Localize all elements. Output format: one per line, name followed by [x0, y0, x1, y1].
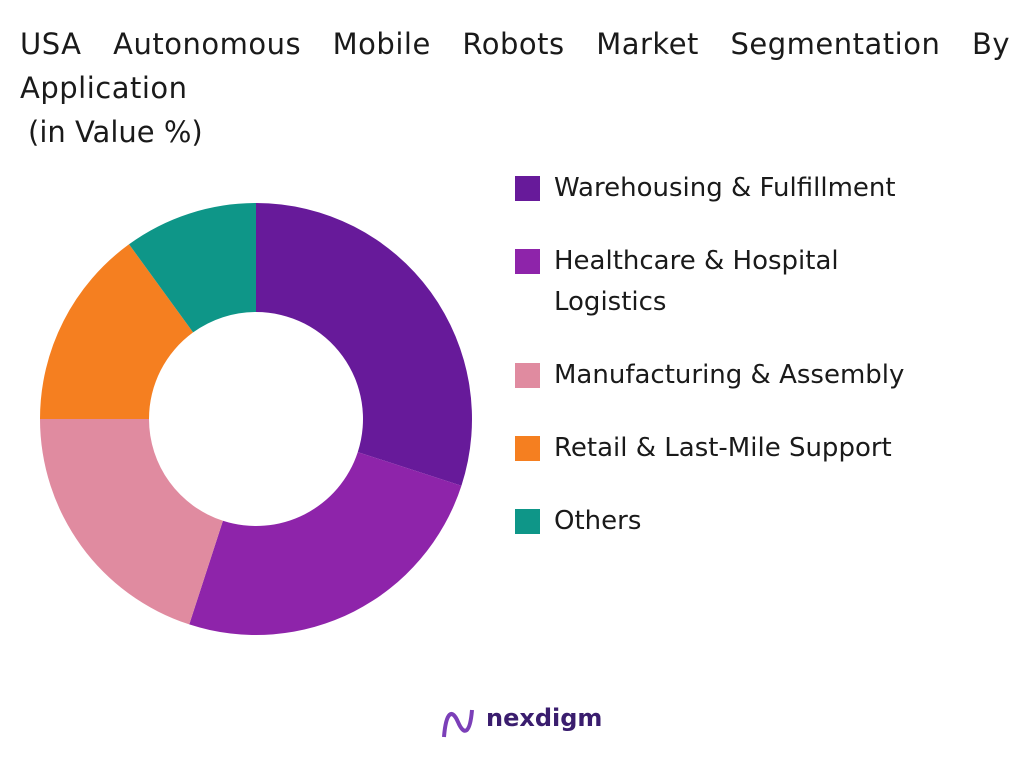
legend-swatch [515, 363, 540, 388]
legend-label: Healthcare & Hospital Logistics [554, 246, 839, 317]
brand-logo [442, 709, 474, 738]
legend-label: Retail & Last-Mile Support [554, 433, 892, 463]
legend-item: Manufacturing & Assembly [515, 355, 995, 396]
legend-label: Warehousing & Fulfillment [554, 173, 896, 203]
legend-item: Others [515, 501, 995, 542]
legend-label: Manufacturing & Assembly [554, 360, 905, 390]
legend: Warehousing & Fulfillment Healthcare & Ho… [515, 168, 995, 574]
donut-slice [189, 452, 462, 636]
legend-swatch [515, 509, 540, 534]
donut-slice [129, 203, 256, 333]
legend-item: Warehousing & Fulfillment [515, 168, 995, 209]
brand-name: nexdigm [486, 704, 603, 732]
legend-label: Others [554, 506, 642, 536]
legend-swatch [515, 249, 540, 274]
donut-slice [256, 203, 473, 486]
chart-title: USA Autonomous Mobile Robots Market Segm… [20, 27, 1010, 105]
donut-slice [40, 244, 194, 419]
legend-swatch [515, 436, 540, 461]
legend-swatch [515, 176, 540, 201]
legend-item: Retail & Last-Mile Support [515, 428, 995, 469]
donut-slice [40, 419, 223, 625]
legend-item: Healthcare & Hospital Logistics [515, 241, 995, 323]
chart-subtitle: (in Value %) [28, 115, 203, 149]
